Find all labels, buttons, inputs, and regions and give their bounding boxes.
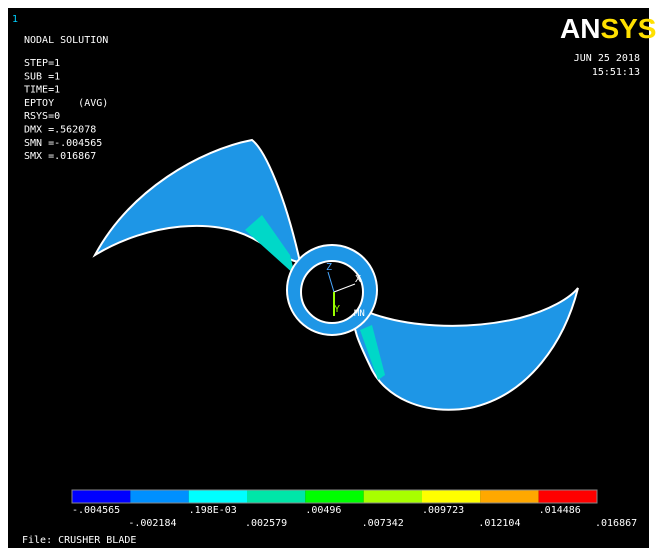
legend-label: .009723 <box>422 505 464 516</box>
ansys-graphics: 1 NODAL SOLUTION STEP=1 SUB =1 TIME=1 EPTOY… <box>0 0 657 556</box>
color-band <box>480 490 538 503</box>
color-band <box>247 490 305 503</box>
legend-label: -.004565 <box>72 505 120 516</box>
page: 1 NODAL SOLUTION STEP=1 SUB =1 TIME=1 EPTOY… <box>0 0 657 556</box>
triad-label: Y <box>334 304 340 315</box>
status-line: EPTOY (AVG) <box>24 98 108 109</box>
color-band <box>72 490 130 503</box>
legend-label: .016867 <box>595 518 637 529</box>
color-band <box>364 490 422 503</box>
logo-left: AN <box>560 13 600 44</box>
status-line: SUB =1 <box>24 71 60 82</box>
legend-label: .014486 <box>539 505 581 516</box>
triad-label: X <box>355 274 361 285</box>
legend-label: .012104 <box>478 518 520 529</box>
time: 15:51:13 <box>592 67 640 78</box>
status-line: SMN =-.004565 <box>24 138 102 149</box>
legend-label: .002579 <box>245 518 287 529</box>
title: NODAL SOLUTION <box>24 35 108 46</box>
color-band <box>539 490 597 503</box>
triad-label: Z <box>326 262 332 273</box>
legend-label: .007342 <box>362 518 404 529</box>
date: JUN 25 2018 <box>574 53 640 64</box>
status-line: RSYS=0 <box>24 111 60 122</box>
legend-label: -.002184 <box>128 518 176 529</box>
file-label: File: CRUSHER BLADE <box>22 535 136 546</box>
legend-label: .00496 <box>305 505 341 516</box>
status-line: DMX =.562078 <box>24 125 96 136</box>
legend-label: .198E-03 <box>189 505 237 516</box>
color-band <box>189 490 247 503</box>
status-line: SMX =.016867 <box>24 151 96 162</box>
window-number: 1 <box>12 14 18 25</box>
logo-right: SYS <box>600 13 656 44</box>
min-marker: MN <box>354 309 365 319</box>
color-band <box>422 490 480 503</box>
color-band <box>130 490 188 503</box>
status-line: TIME=1 <box>24 85 60 96</box>
status-line: STEP=1 <box>24 58 60 69</box>
color-band <box>305 490 363 503</box>
logo: ANSYS <box>560 13 656 44</box>
